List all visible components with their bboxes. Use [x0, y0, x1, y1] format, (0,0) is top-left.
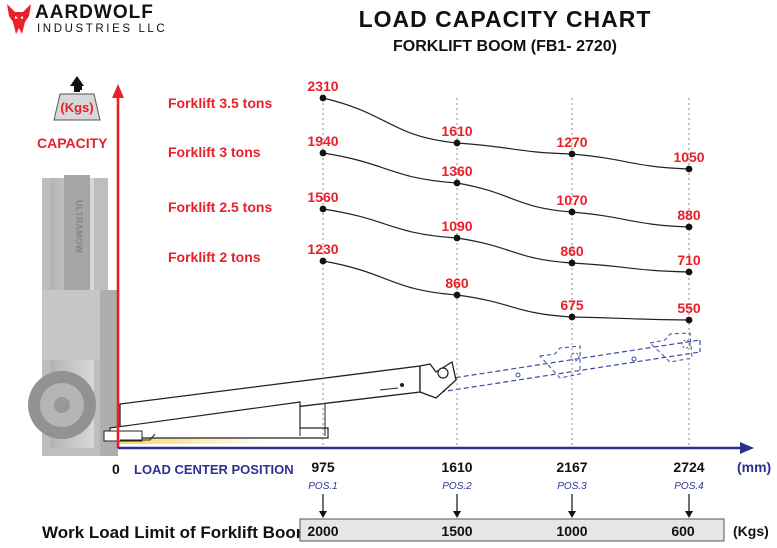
data-label: 1050: [673, 149, 704, 165]
position-label: POS.2: [442, 481, 472, 492]
series-line-2: [322, 152, 690, 228]
series-line-3: [322, 208, 690, 273]
data-label: 550: [677, 300, 701, 316]
work-load-limit-value: 1000: [556, 523, 587, 539]
data-label: 1940: [307, 133, 338, 149]
series-label-2: Forklift 3 tons: [168, 144, 261, 160]
aardwolf-logo-icon: [7, 4, 31, 34]
x-tick-label: 975: [311, 459, 335, 475]
data-label: 860: [445, 275, 469, 291]
data-label: 675: [560, 297, 584, 313]
data-label: 1560: [307, 189, 338, 205]
series-line-4: [322, 260, 690, 321]
data-point: [568, 313, 576, 321]
down-arrow-icon: [453, 511, 461, 518]
data-point: [568, 150, 576, 158]
data-label: 880: [677, 207, 701, 223]
y-axis-label: CAPACITY: [37, 135, 108, 151]
data-label: 1360: [441, 163, 472, 179]
data-label: 1270: [556, 134, 587, 150]
brand-subtitle: INDUSTRIES LLC: [37, 23, 168, 35]
work-load-limit-value: 2000: [307, 523, 338, 539]
page-title: LOAD CAPACITY CHART: [358, 6, 652, 32]
down-arrow-icon: [568, 511, 576, 518]
data-point: [453, 179, 461, 187]
series-label-3: Forklift 2.5 tons: [168, 199, 272, 215]
work-load-limit-label: Work Load Limit of Forklift Boom: [42, 523, 311, 542]
data-point: [319, 149, 327, 157]
position-label: POS.4: [674, 481, 704, 492]
data-point: [453, 234, 461, 242]
down-arrow-icon: [319, 511, 327, 518]
y-unit-label: (Kgs): [60, 100, 93, 115]
data-label: 710: [677, 252, 701, 268]
data-point: [568, 208, 576, 216]
data-point: [319, 205, 327, 213]
x-axis-arrow-icon: [740, 442, 754, 454]
down-arrow-icon: [685, 511, 693, 518]
data-point: [685, 223, 693, 231]
data-point: [453, 139, 461, 147]
x-unit-label: (mm): [737, 459, 771, 475]
data-labels: Forklift 3.5 tons 2310 1610 1270 1050 Forklif…: [168, 78, 705, 316]
x-axis-label: LOAD CENTER POSITION: [134, 462, 294, 477]
series-line-1: [322, 97, 690, 170]
work-load-limit-unit: (Kgs): [733, 523, 769, 539]
work-load-limit-values: 2000 1500 1000 600: [307, 523, 694, 539]
brand-logo: AARDWOLF INDUSTRIES LLC: [4, 2, 165, 41]
x-tick-label: 2724: [673, 459, 704, 475]
x-tick-label: 1610: [441, 459, 472, 475]
data-label: 1610: [441, 123, 472, 139]
y-unit-badge: (Kgs): [53, 76, 101, 121]
x-origin-label: 0: [112, 461, 120, 477]
data-point: [568, 259, 576, 267]
data-point: [685, 165, 693, 173]
series-label-4: Forklift 2 tons: [168, 249, 261, 265]
y-axis-arrow-icon: [112, 84, 124, 98]
x-ticks: 975 POS.1 1610 POS.2 2167 POS.3 2724 POS.4: [308, 459, 705, 518]
up-arrow-icon: [70, 76, 84, 86]
data-point: [319, 94, 327, 102]
position-label: POS.3: [557, 481, 587, 492]
svg-text:ULTRAMOW: ULTRAMOW: [74, 200, 84, 253]
x-tick-label: 2167: [556, 459, 587, 475]
work-load-limit-table: [299, 518, 725, 542]
data-label: 860: [560, 243, 584, 259]
data-label: 1090: [441, 218, 472, 234]
forklift-illustration: ULTRAMOW: [28, 175, 118, 456]
brand-name: AARDWOLF: [35, 2, 154, 23]
data-label: 2310: [307, 78, 338, 94]
data-point: [453, 291, 461, 299]
series-label-1: Forklift 3.5 tons: [168, 95, 272, 111]
data-point: [685, 316, 693, 324]
data-point: [319, 257, 327, 265]
page-subtitle: FORKLIFT BOOM (FB1- 2720): [392, 38, 617, 55]
data-label: 1070: [556, 192, 587, 208]
position-label: POS.1: [308, 481, 337, 492]
data-point: [685, 268, 693, 276]
work-load-limit-value: 600: [671, 523, 695, 539]
work-load-limit-value: 1500: [441, 523, 472, 539]
data-label: 1230: [307, 241, 338, 257]
boom-illustration: [103, 332, 701, 442]
capacity-curves: [319, 94, 693, 324]
